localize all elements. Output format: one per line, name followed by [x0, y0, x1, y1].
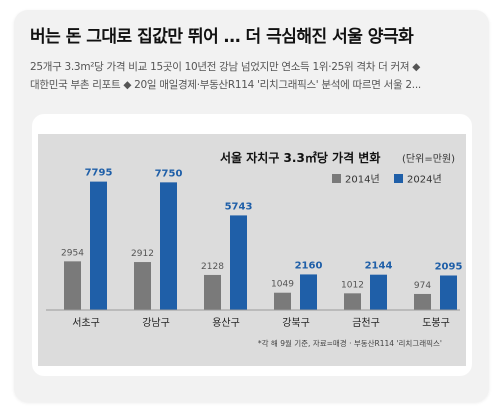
data-label-서초구-2024년: 7795	[85, 168, 113, 179]
chart-title: 서울 자치구 3.3㎡당 가격 변화	[220, 150, 380, 165]
chart-image-frame: 서울 자치구 3.3㎡당 가격 변화 (단위=만원) 2014년 2024년 2954 7…	[32, 114, 472, 376]
bar-금천구-2014년	[344, 293, 361, 310]
bar-용산구-2014년	[204, 274, 221, 310]
bar-서초구-2014년	[64, 261, 81, 310]
bar-도봉구-2024년	[440, 275, 457, 310]
category-label-도봉구: 도봉구	[422, 317, 450, 329]
article-summary: 25개구 3.3m²당 가격 비교 15곳이 10년전 강남 넘었지만 연소득 …	[30, 58, 474, 94]
data-label-용산구-2014년: 2128	[201, 262, 224, 272]
chart-footnote: *각 해 9월 기준, 자료=매경 · 부동산R114 '리치그래픽스'	[258, 338, 442, 348]
chart-panel	[38, 134, 466, 366]
category-label-용산구: 용산구	[212, 317, 240, 329]
legend-label-2024년: 2024년	[407, 174, 442, 186]
data-label-강북구-2014년: 1049	[271, 280, 294, 290]
article-headline[interactable]: 버는 돈 그대로 집값만 뛰어 … 더 극심해진 서울 양극화	[30, 27, 414, 47]
article-card[interactable]: 버는 돈 그대로 집값만 뛰어 … 더 극심해진 서울 양극화 25개구 3.3…	[14, 10, 489, 402]
data-label-강남구-2014년: 2912	[131, 249, 154, 259]
data-label-용산구-2024년: 5743	[225, 201, 253, 212]
data-label-강북구-2024년: 2160	[295, 260, 323, 271]
chart-unit-note: (단위=만원)	[402, 152, 455, 165]
bar-강북구-2014년	[274, 292, 291, 310]
data-label-도봉구-2024년: 2095	[435, 261, 463, 272]
data-label-금천구-2014년: 1012	[341, 280, 364, 290]
bar-용산구-2024년	[230, 215, 247, 310]
summary-line-1: 25개구 3.3m²당 가격 비교 15곳이 10년전 강남 넘었지만 연소득 …	[30, 61, 421, 73]
legend-swatch-2024년	[394, 174, 403, 183]
bar-도봉구-2014년	[414, 293, 431, 310]
data-label-강남구-2024년: 7750	[155, 168, 183, 179]
category-label-금천구: 금천구	[352, 317, 380, 329]
bar-강북구-2024년	[300, 274, 317, 310]
category-label-강북구: 강북구	[282, 317, 310, 329]
data-label-금천구-2024년: 2144	[365, 261, 393, 272]
data-label-도봉구-2014년: 974	[414, 281, 431, 291]
category-label-강남구: 강남구	[142, 317, 170, 329]
bar-금천구-2024년	[370, 274, 387, 310]
bar-서초구-2024년	[90, 181, 107, 310]
bar-강남구-2024년	[160, 182, 177, 310]
data-label-서초구-2014년: 2954	[61, 248, 84, 258]
category-label-서초구: 서초구	[72, 317, 100, 329]
legend-swatch-2014년	[332, 174, 341, 183]
summary-line-2: 대한민국 부촌 리포트 ◆ 20일 매일경제·부동산R114 '리치그래픽스' …	[30, 79, 421, 91]
legend-label-2014년: 2014년	[345, 174, 380, 186]
bar-강남구-2014년	[134, 262, 151, 310]
bar-chart: 서울 자치구 3.3㎡당 가격 변화 (단위=만원) 2014년 2024년 2954 7…	[38, 134, 466, 366]
